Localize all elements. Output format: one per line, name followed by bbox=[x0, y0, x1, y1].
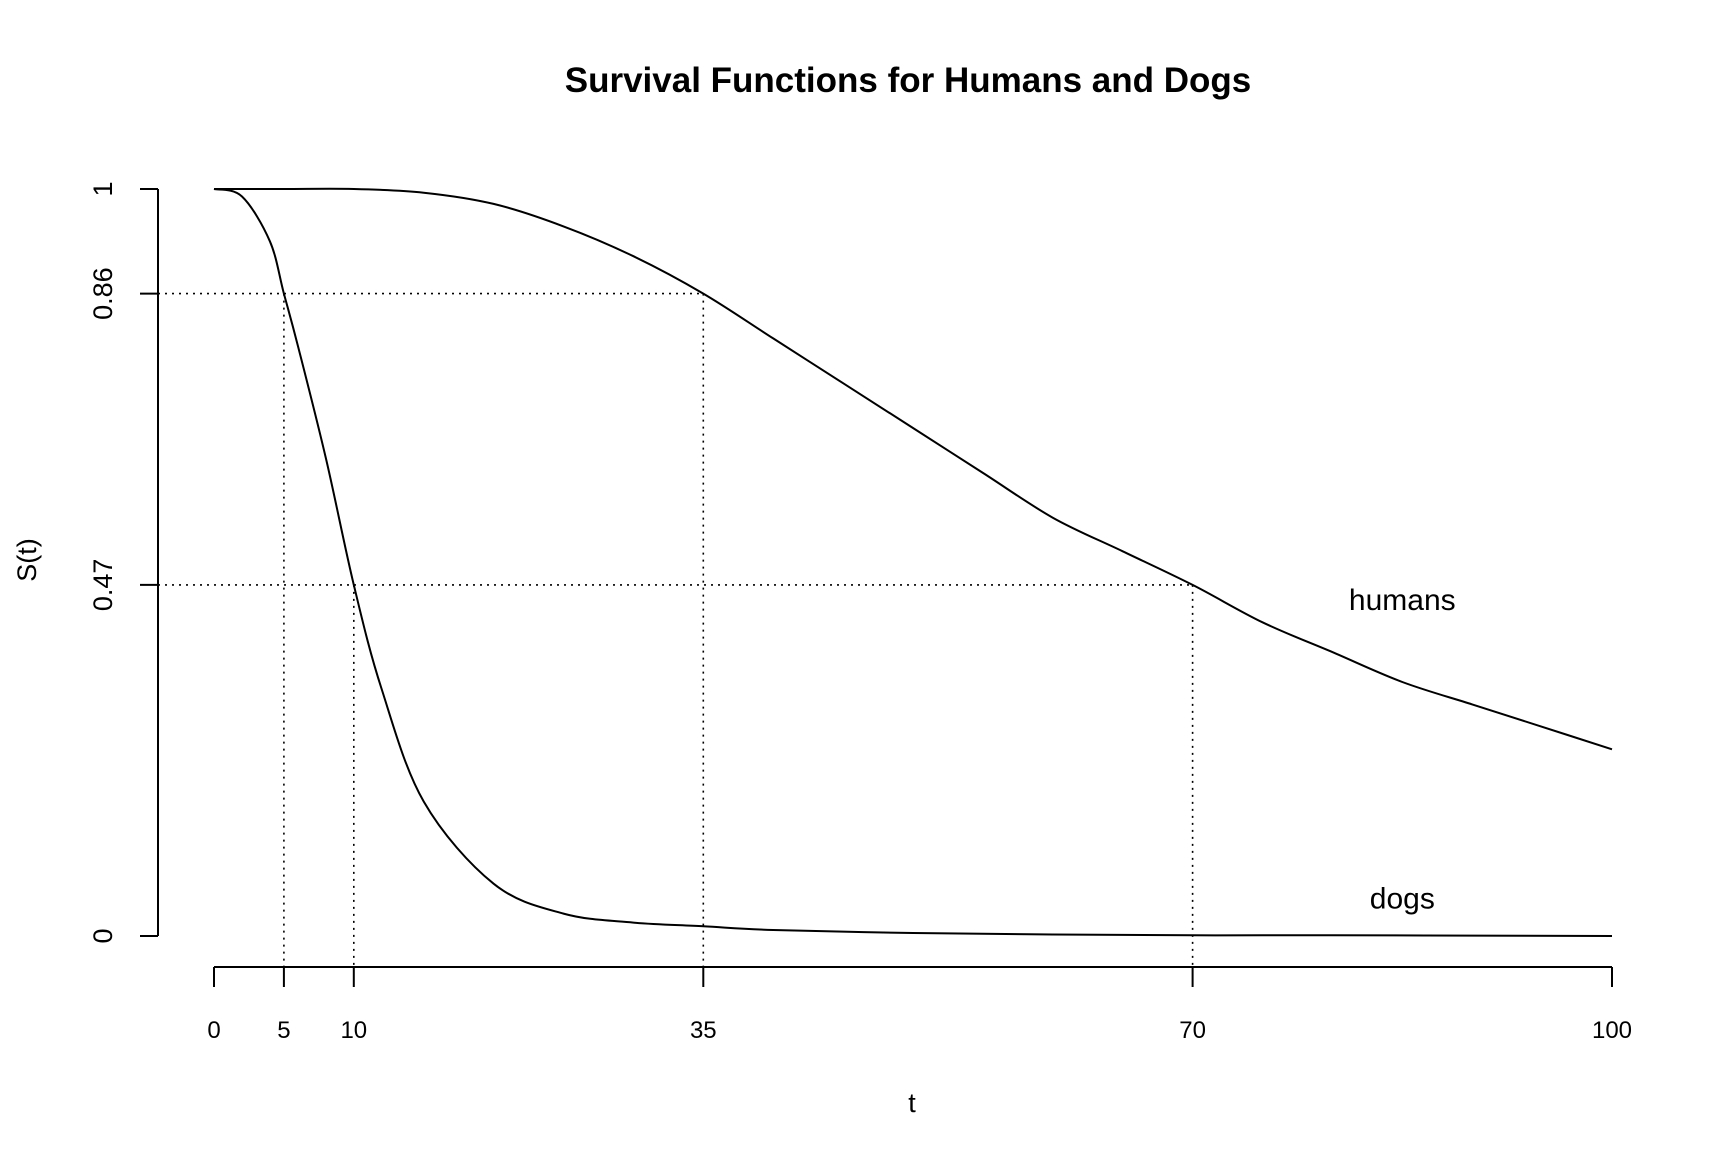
y-axis-label: S(t) bbox=[12, 538, 42, 582]
x-axis-label: t bbox=[908, 1088, 916, 1118]
x-tick-label-5: 100 bbox=[1592, 1017, 1632, 1044]
x-tick-label-3: 35 bbox=[690, 1017, 717, 1044]
x-tick-label-2: 10 bbox=[340, 1017, 367, 1044]
x-tick-label-0: 0 bbox=[207, 1017, 220, 1044]
x-tick-label-4: 70 bbox=[1179, 1017, 1206, 1044]
series-label-dogs: dogs bbox=[1370, 883, 1435, 916]
y-tick-label-3: 1 bbox=[88, 181, 118, 196]
series-label-humans: humans bbox=[1349, 584, 1456, 617]
curve-dogs bbox=[213, 188, 1613, 937]
y-tick-label-2: 0.86 bbox=[88, 267, 118, 320]
series-labels: humans dogs bbox=[1349, 584, 1456, 916]
y-tick-label-1: 0.47 bbox=[88, 559, 118, 612]
curves bbox=[213, 187, 1613, 937]
x-tick-label-1: 5 bbox=[277, 1017, 290, 1044]
y-tick-label-0: 0 bbox=[88, 928, 118, 943]
curve-humans bbox=[213, 187, 1613, 751]
chart-title: Survival Functions for Humans and Dogs bbox=[565, 61, 1251, 100]
reference-lines bbox=[158, 292, 1194, 967]
